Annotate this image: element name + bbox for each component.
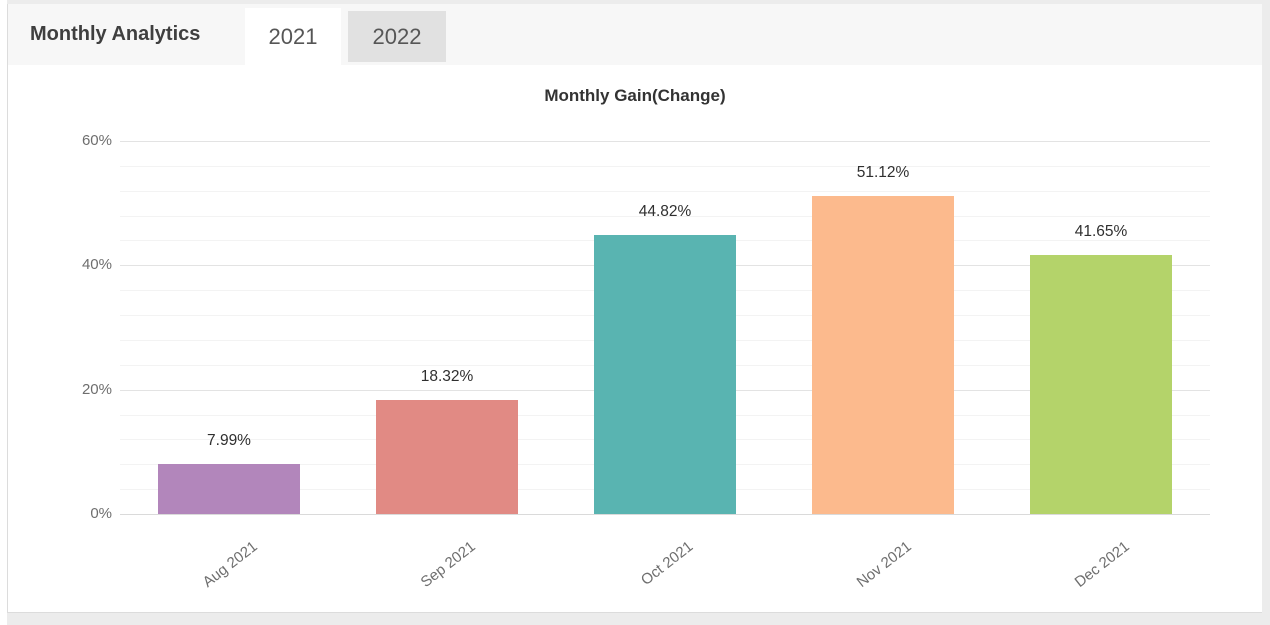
x-axis-label: Dec 2021 [1071, 538, 1133, 591]
analytics-card: Monthly Analytics 2021 2022 Monthly Gain… [7, 4, 1262, 613]
x-axis-label: Nov 2021 [853, 538, 915, 591]
y-axis-tick-label: 0% [90, 505, 112, 522]
panel-title: Monthly Analytics [30, 23, 201, 45]
tab-2022[interactable]: 2022 [348, 11, 446, 62]
page-right-gutter [1262, 0, 1270, 625]
tab-2021[interactable]: 2021 [245, 8, 341, 69]
y-axis-tick-label: 20% [81, 380, 112, 398]
tab-bar [8, 4, 1262, 65]
bar-aug-2021[interactable] [158, 464, 300, 514]
x-axis-label: Sep 2021 [417, 538, 479, 591]
y-axis-tick-label: 40% [81, 256, 112, 274]
bar-sep-2021[interactable] [376, 400, 518, 514]
chart-title: Monthly Gain(Change) [544, 86, 726, 105]
bar-value-label: 51.12% [856, 164, 910, 182]
x-axis-label: Aug 2021 [199, 538, 261, 591]
x-axis-label: Oct 2021 [638, 538, 697, 589]
bar-value-label: 18.32% [420, 368, 474, 386]
x-axis-line [120, 514, 1210, 515]
gridline [120, 140, 1210, 142]
gridline [120, 165, 1210, 167]
bar-nov-2021[interactable] [812, 196, 954, 514]
gridline [120, 190, 1210, 192]
gridline [120, 215, 1210, 217]
bar-value-label: 41.65% [1074, 223, 1128, 241]
bar-value-label: 7.99% [207, 432, 251, 450]
y-axis-tick-label: 60% [81, 131, 112, 149]
page-bottom-gutter [7, 613, 1270, 625]
page-top-strip [7, 0, 1270, 4]
bar-oct-2021[interactable] [594, 235, 736, 514]
bar-value-label: 44.82% [638, 203, 692, 221]
bar-dec-2021[interactable] [1030, 255, 1172, 514]
